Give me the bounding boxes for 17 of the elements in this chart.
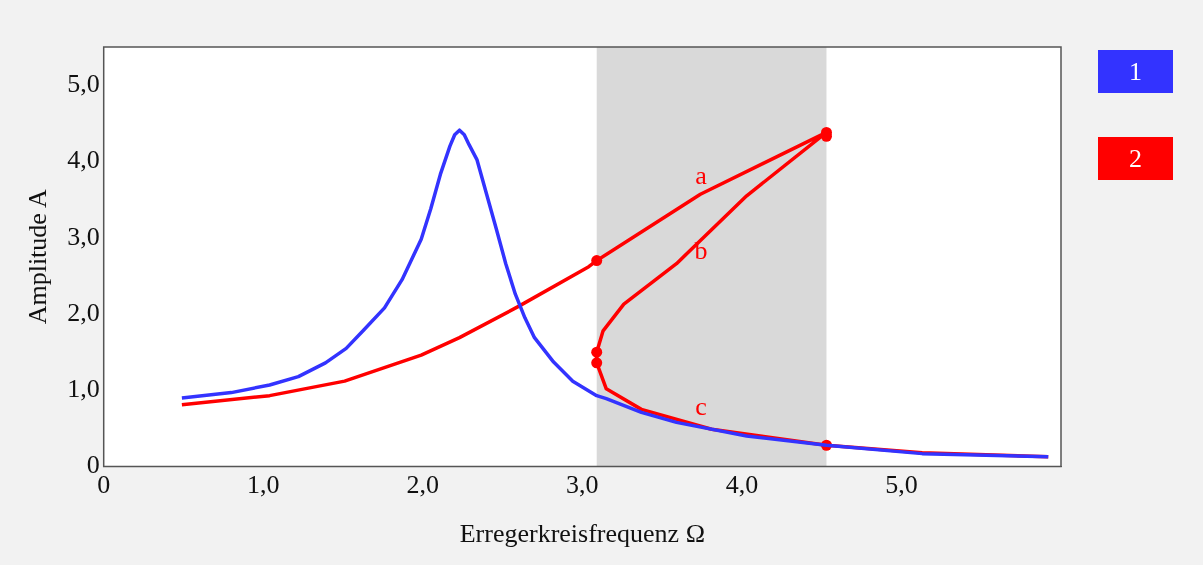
x-tick-label: 1,0: [247, 470, 280, 500]
text: 2: [1098, 137, 1173, 180]
x-tick-label: 3,0: [566, 470, 599, 500]
y-axis-title: Amplitude A: [23, 189, 53, 325]
y-tick-label: 4,0: [67, 145, 100, 175]
y-tick-label: 0: [86, 450, 100, 480]
x-tick-label: 5,0: [885, 470, 918, 500]
y-tick-label: 5,0: [67, 68, 100, 98]
x-axis-title: Erregerkreisfrequenz Ω: [459, 519, 705, 549]
annotation: c: [695, 391, 707, 421]
text: 1: [1098, 50, 1173, 93]
y-tick-label: 3,0: [67, 221, 100, 251]
y-tick-label: 2,0: [67, 297, 100, 327]
annotation: a: [695, 160, 708, 190]
x-tick-label: 4,0: [725, 470, 759, 500]
x-tick-label: 2,0: [406, 470, 440, 500]
y-tick-label: 1,0: [67, 374, 100, 404]
